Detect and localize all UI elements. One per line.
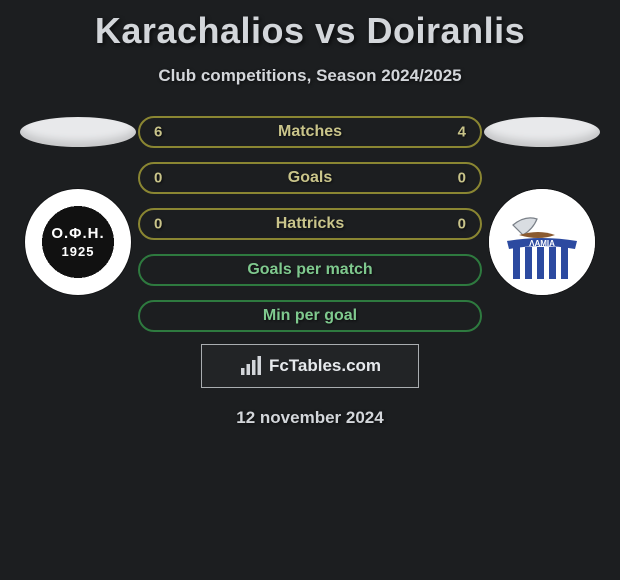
bars-icon bbox=[239, 354, 263, 378]
date-label: 12 november 2024 bbox=[0, 408, 620, 428]
left-side: Ο.Φ.Η. 1925 bbox=[18, 116, 138, 332]
stat-label: Goals per match bbox=[247, 261, 372, 279]
watermark-text: FcTables.com bbox=[269, 356, 381, 376]
watermark-box: FcTables.com bbox=[201, 344, 419, 388]
svg-text:ΛΑΜΙΑ: ΛΑΜΙΑ bbox=[529, 239, 555, 248]
stat-bar: 6 Matches 4 bbox=[138, 116, 482, 148]
left-crest-label: Ο.Φ.Η. bbox=[51, 225, 104, 242]
subtitle: Club competitions, Season 2024/2025 bbox=[0, 66, 620, 86]
stat-left-value: 0 bbox=[154, 170, 162, 187]
stat-left-value: 0 bbox=[154, 216, 162, 233]
comparison-panel: Ο.Φ.Η. 1925 6 Matches 4 0 Goals 0 0 Hattricks 0 G… bbox=[0, 116, 620, 332]
stat-bar: Goals per match bbox=[138, 254, 482, 286]
left-club-crest: Ο.Φ.Η. 1925 bbox=[25, 189, 131, 295]
stat-right-value: 0 bbox=[458, 170, 466, 187]
left-crest-year: 1925 bbox=[62, 244, 95, 259]
stat-label: Min per goal bbox=[263, 307, 357, 325]
stat-bar: Min per goal bbox=[138, 300, 482, 332]
stat-label: Matches bbox=[278, 123, 342, 141]
right-head-marker bbox=[484, 117, 600, 147]
page-title: Karachalios vs Doiranlis bbox=[0, 0, 620, 52]
stats-bars: 6 Matches 4 0 Goals 0 0 Hattricks 0 Goals per mat… bbox=[138, 116, 482, 332]
stat-bar: 0 Hattricks 0 bbox=[138, 208, 482, 240]
stat-bar: 0 Goals 0 bbox=[138, 162, 482, 194]
stat-left-value: 6 bbox=[154, 124, 162, 141]
stat-label: Hattricks bbox=[276, 215, 344, 233]
stat-label: Goals bbox=[288, 169, 332, 187]
right-club-crest: ΛΑΜΙΑ bbox=[489, 189, 595, 295]
stat-right-value: 4 bbox=[458, 124, 466, 141]
stat-right-value: 0 bbox=[458, 216, 466, 233]
right-side: ΛΑΜΙΑ bbox=[482, 116, 602, 332]
left-head-marker bbox=[20, 117, 136, 147]
